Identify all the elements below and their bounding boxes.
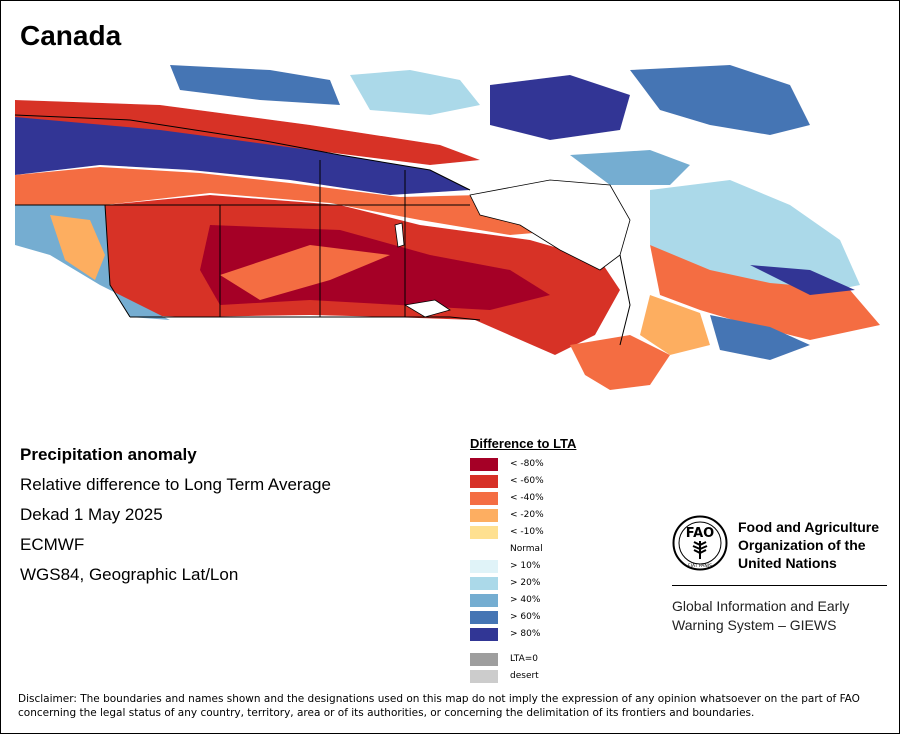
meta-line-1: Relative difference to Long Term Average: [20, 475, 331, 494]
legend-swatch: [470, 653, 498, 666]
legend-item: < -80%: [470, 456, 620, 473]
legend-label: > 10%: [510, 561, 541, 571]
legend-swatch: [470, 670, 498, 683]
legend-label: desert: [510, 671, 539, 681]
legend-swatch: [470, 492, 498, 505]
legend-title: Difference to LTA: [470, 436, 577, 451]
lake-superior: [403, 299, 451, 318]
legend-label: < -10%: [510, 527, 544, 537]
legend-label: > 80%: [510, 629, 541, 639]
precipitation-anomaly-map: [14, 65, 880, 390]
lake-winnipeg: [394, 222, 405, 248]
legend-swatch: [470, 526, 498, 539]
fao-logo-letters: FAO: [686, 526, 715, 541]
legend-item: Normal: [470, 541, 620, 558]
legend-item: > 60%: [470, 609, 620, 626]
fao-name-line-2: Organization of the: [738, 537, 866, 553]
hudson-bay: [469, 179, 631, 271]
legend-swatch: [470, 594, 498, 607]
fao-name-line-1: Food and Agriculture: [738, 519, 880, 535]
meta-line-2: Dekad 1 May 2025: [20, 505, 163, 524]
fao-divider: [672, 585, 887, 586]
legend-label: < -40%: [510, 493, 544, 503]
legend-item: < -60%: [470, 473, 620, 490]
legend: Difference to LTA < -80% < -60% < -40% < -2…: [470, 436, 620, 685]
legend-swatch: [470, 628, 498, 641]
legend-swatch: [470, 509, 498, 522]
giews-label: Global Information and Early Warning Sys…: [672, 597, 892, 635]
legend-label: > 40%: [510, 595, 541, 605]
legend-label: > 20%: [510, 578, 541, 588]
map-title: Canada: [20, 20, 122, 51]
legend-item: LTA=0: [470, 651, 620, 668]
legend-swatch: [470, 543, 498, 556]
meta-line-3: ECMWF: [20, 535, 85, 554]
legend-swatch: [470, 475, 498, 488]
disclaimer: Disclaimer: The boundaries and names sho…: [18, 693, 860, 719]
legend-item: > 20%: [470, 575, 620, 592]
legend-label: < -20%: [510, 510, 544, 520]
legend-item: desert: [470, 668, 620, 685]
legend-item: < -40%: [470, 490, 620, 507]
legend-label: < -60%: [510, 476, 544, 486]
meta-heading: Precipitation anomaly: [20, 445, 197, 464]
legend-swatch: [470, 458, 498, 471]
map-metadata: Precipitation anomaly Relative differenc…: [20, 440, 331, 590]
fao-logo-motto: FIAT PANIS: [688, 563, 712, 569]
fao-name-line-3: United Nations: [738, 555, 837, 571]
legend-label: Normal: [510, 544, 543, 554]
giews-line-2: Warning System – GIEWS: [672, 617, 837, 633]
legend-label: > 60%: [510, 612, 541, 622]
legend-item: > 80%: [470, 626, 620, 643]
legend-item: < -20%: [470, 507, 620, 524]
legend-label: LTA=0: [510, 654, 538, 664]
legend-item: > 10%: [470, 558, 620, 575]
giews-line-1: Global Information and Early: [672, 598, 850, 614]
legend-swatch: [470, 577, 498, 590]
legend-rows: < -80% < -60% < -40% < -20% < -10% Normal > 10…: [470, 456, 620, 685]
legend-item: < -10%: [470, 524, 620, 541]
meta-line-4: WGS84, Geographic Lat/Lon: [20, 565, 239, 584]
anomaly-raster: [15, 65, 880, 390]
fao-logo-icon: FAO FIAT PANIS: [672, 515, 728, 571]
legend-label: < -80%: [510, 459, 544, 469]
legend-swatch: [470, 560, 498, 573]
province-boundaries: [14, 114, 631, 346]
legend-item: > 40%: [470, 592, 620, 609]
legend-swatch: [470, 611, 498, 624]
fao-org-name: Food and Agriculture Organization of the…: [738, 518, 898, 572]
